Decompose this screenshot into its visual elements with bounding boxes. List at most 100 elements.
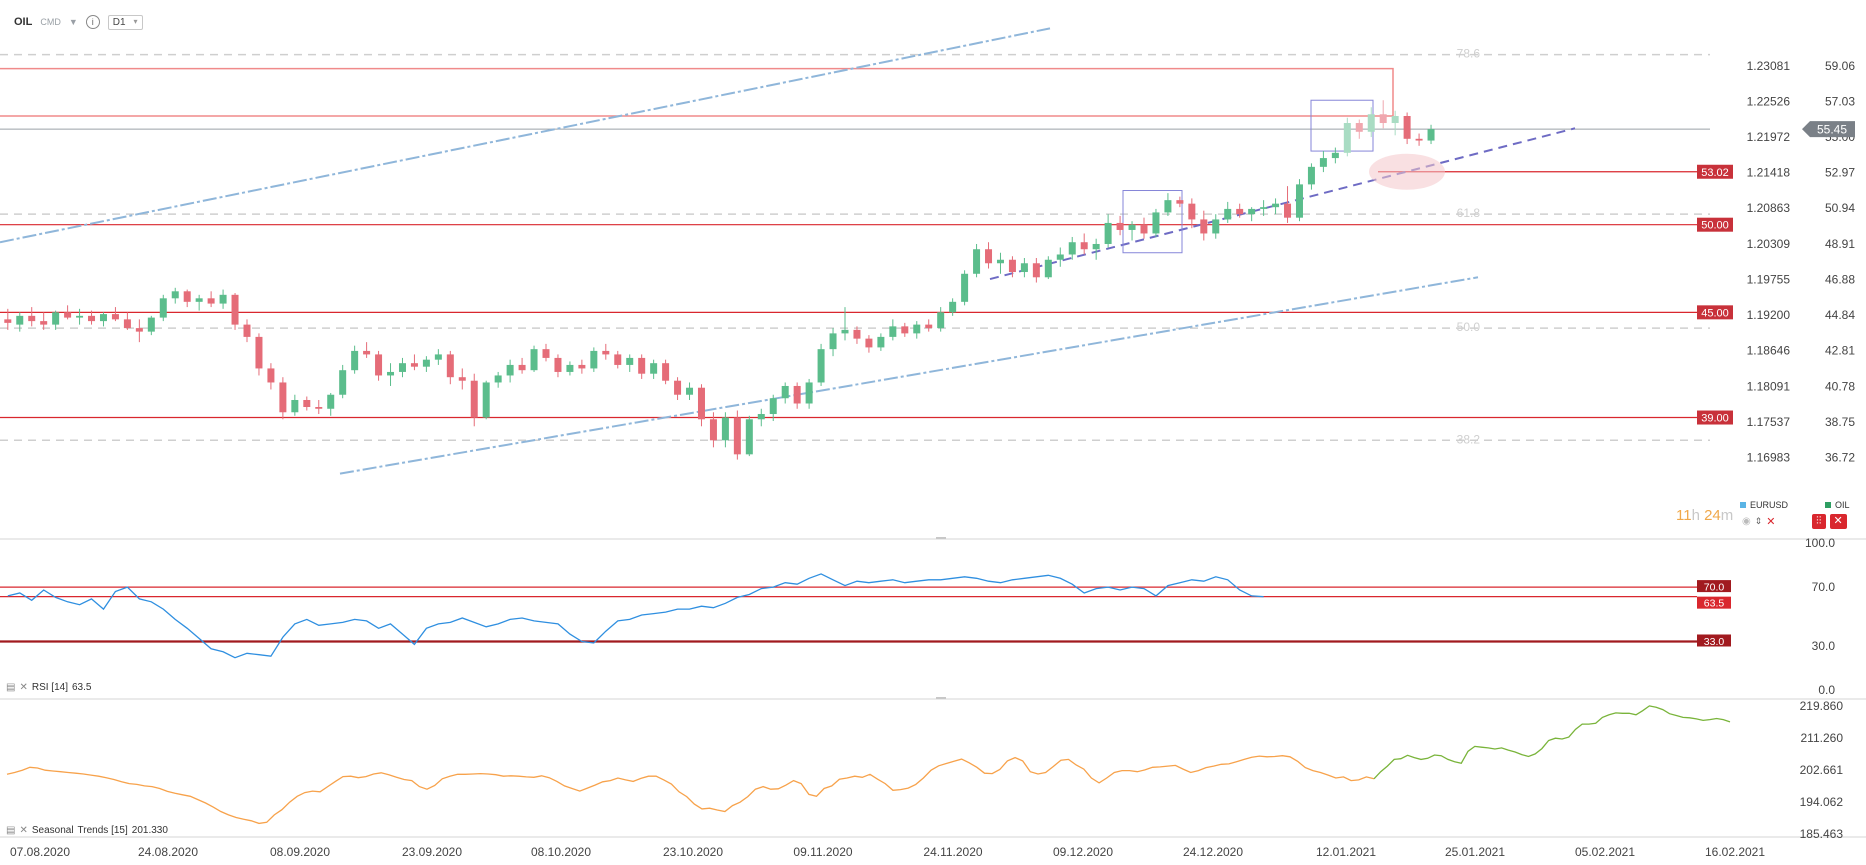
rsi-level-tag: [1697, 596, 1731, 609]
eurusd-axis-tick: 1.23081: [1747, 59, 1791, 73]
close-icon[interactable]: ✕: [1766, 515, 1776, 528]
candle-body: [88, 315, 96, 322]
pane-close-icon[interactable]: ✕: [19, 682, 28, 693]
x-axis-date-label: 09.12.2020: [1053, 845, 1113, 859]
candle-body: [757, 414, 765, 420]
chevron-down-icon[interactable]: ▼: [68, 17, 78, 27]
candle-body: [123, 319, 131, 329]
symbol-category: CMD: [40, 17, 61, 27]
candle-body: [422, 359, 430, 367]
rsi-level-label: 70.0: [1704, 582, 1725, 594]
candle-body: [1236, 208, 1244, 215]
candle-body: [985, 249, 993, 264]
candle-body: [841, 329, 849, 334]
candle-body: [949, 301, 957, 313]
candle-body: [638, 357, 646, 374]
candle-body: [626, 357, 634, 365]
candle-body: [709, 419, 717, 441]
candle-body: [339, 370, 347, 395]
x-axis-date-label: 07.08.2020: [10, 845, 70, 859]
candle-body: [1140, 224, 1148, 234]
candle-body: [1319, 158, 1327, 167]
seasonal-axis-tick: 194.062: [1800, 795, 1844, 809]
pane-menu-icon[interactable]: ▤: [6, 825, 16, 836]
eurusd-axis-tick: 1.17537: [1747, 415, 1791, 429]
candle-body: [1092, 243, 1100, 250]
pane-menu-icon[interactable]: ▤: [6, 682, 16, 693]
pane-close-icon[interactable]: ✕: [19, 825, 28, 836]
candle-body: [1355, 123, 1363, 132]
candle-body: [470, 380, 478, 418]
candle-body: [99, 314, 107, 322]
candle-body: [1427, 129, 1435, 141]
candle-body: [889, 326, 897, 337]
candle-body: [769, 398, 777, 415]
candle-body: [1212, 219, 1220, 234]
rsi-axis-tick: 30.0: [1812, 639, 1836, 653]
price-level-label: 50.00: [1701, 220, 1729, 232]
candle-body: [1367, 114, 1375, 132]
candle-body: [1020, 263, 1028, 273]
candle-body: [494, 375, 502, 383]
price-level-tag: [1697, 217, 1733, 232]
rsi-axis-tick: 70.0: [1812, 580, 1836, 594]
candle-body: [1391, 116, 1399, 124]
target-highlight-ellipse: [1369, 153, 1445, 190]
reorder-icon[interactable]: ⇕: [1754, 515, 1763, 526]
eurusd-axis-tick: 1.16983: [1747, 450, 1791, 464]
candle-settings-icon[interactable]: ⫶⫶: [1812, 513, 1826, 529]
info-icon[interactable]: i: [85, 15, 100, 29]
eurusd-axis-tick: 1.19755: [1747, 272, 1791, 286]
candle-body: [147, 317, 155, 332]
oil-axis-tick: 50.94: [1825, 201, 1855, 215]
candle-body: [530, 349, 538, 371]
candle-body: [745, 419, 753, 455]
oil-axis-tick: 42.81: [1825, 344, 1855, 358]
eye-icon[interactable]: ◉: [1742, 515, 1751, 527]
oil-axis-tick: 59.06: [1825, 59, 1855, 73]
candle-body: [554, 357, 562, 372]
x-axis-date-label: 24.08.2020: [138, 845, 198, 859]
candle-body: [674, 380, 682, 395]
candle-body: [913, 324, 921, 334]
candle-body: [255, 336, 263, 369]
candle-body: [387, 371, 395, 376]
candle-body: [410, 363, 418, 367]
candle-body: [52, 312, 60, 325]
candle-body: [1056, 254, 1064, 260]
candle-body: [303, 399, 311, 408]
fib-level-label: 50.0: [1457, 320, 1481, 334]
candle-body: [291, 399, 299, 413]
candle-body: [1008, 259, 1016, 273]
candle-body: [961, 273, 969, 302]
candle-body: [1152, 212, 1160, 234]
timeframe-select[interactable]: D1: [107, 14, 143, 30]
candle-body: [877, 336, 885, 348]
remove-series-icon[interactable]: ✕: [1829, 513, 1847, 529]
candle-body: [1104, 222, 1112, 244]
seasonal-label: Seasonal: [31, 825, 74, 836]
symbol-selector[interactable]: OIL: [14, 16, 33, 28]
legend-oil[interactable]: OIL: [1825, 500, 1850, 510]
candle-body: [159, 298, 167, 318]
candle-body: [829, 333, 837, 350]
oil-controls: ⫶⫶ ✕: [1812, 513, 1847, 529]
legend-eurusd[interactable]: EURUSD: [1740, 500, 1788, 510]
oil-axis-tick: 36.72: [1825, 450, 1855, 464]
candle-body: [805, 382, 813, 404]
oil-axis-tick: 48.91: [1825, 237, 1855, 251]
x-axis-date-label: 12.01.2021: [1316, 845, 1376, 859]
candle-body: [1260, 207, 1268, 209]
candle-body: [662, 363, 670, 381]
candle-body: [1068, 242, 1076, 255]
candle-body: [602, 350, 610, 355]
candle-body: [973, 249, 981, 274]
candle-body: [1164, 200, 1172, 213]
candle-body: [1176, 200, 1184, 204]
eurusd-axis-tick: 1.18091: [1747, 379, 1791, 393]
x-axis-date-label: 08.10.2020: [531, 845, 591, 859]
candle-body: [817, 349, 825, 383]
candle-body: [518, 364, 526, 371]
candle-body: [578, 364, 586, 369]
